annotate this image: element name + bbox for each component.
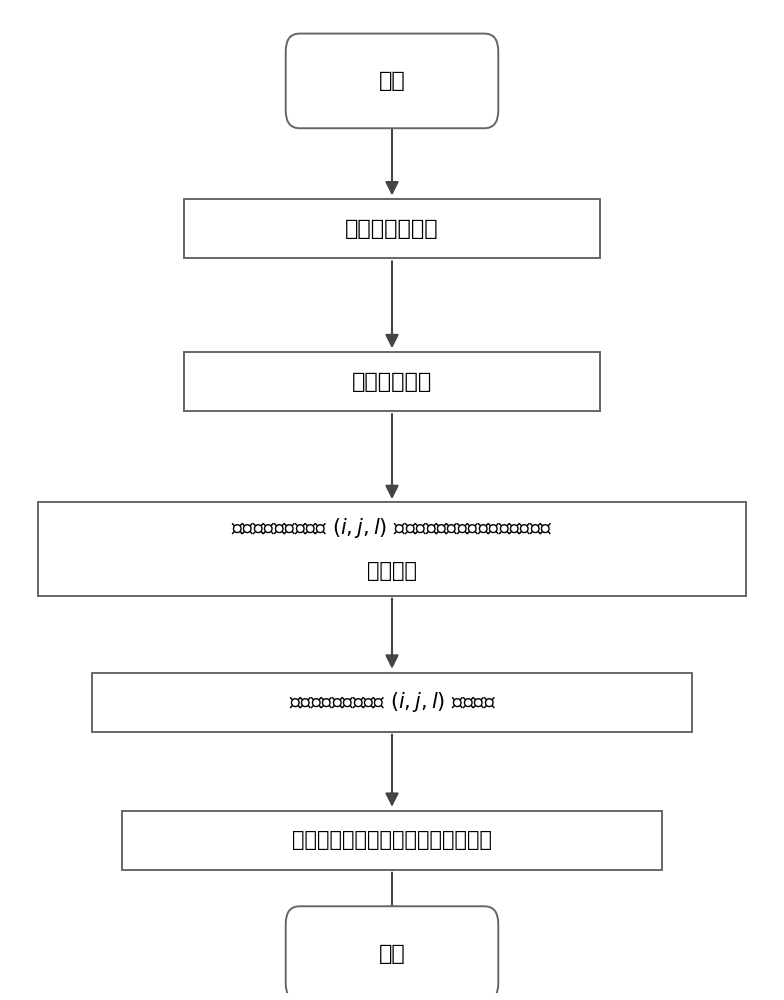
FancyBboxPatch shape bbox=[285, 34, 499, 128]
FancyBboxPatch shape bbox=[285, 906, 499, 1000]
Text: 写出微小热源中心点 $(i, j, l)$ 的傅里叶方程，并在该点进行泰勒: 写出微小热源中心点 $(i, j, l)$ 的傅里叶方程，并在该点进行泰勒 bbox=[231, 516, 553, 540]
Text: 级数展开: 级数展开 bbox=[367, 561, 417, 581]
FancyBboxPatch shape bbox=[122, 811, 662, 870]
Text: 离散化芯片模型: 离散化芯片模型 bbox=[345, 219, 439, 239]
FancyBboxPatch shape bbox=[184, 352, 600, 411]
FancyBboxPatch shape bbox=[92, 673, 692, 732]
Text: 结束: 结束 bbox=[379, 944, 405, 964]
FancyBboxPatch shape bbox=[38, 502, 746, 596]
Text: 带入各参数，得到点 $(i, j, l)$ 的温度值: 带入各参数，得到点 $(i, j, l)$ 的温度值 bbox=[289, 690, 495, 714]
FancyBboxPatch shape bbox=[184, 199, 600, 258]
Text: 开始: 开始 bbox=[379, 71, 405, 91]
Text: 测量当前温度: 测量当前温度 bbox=[352, 372, 432, 392]
Text: 利用球壁导热方程，得到三维热分布: 利用球壁导热方程，得到三维热分布 bbox=[292, 830, 492, 850]
